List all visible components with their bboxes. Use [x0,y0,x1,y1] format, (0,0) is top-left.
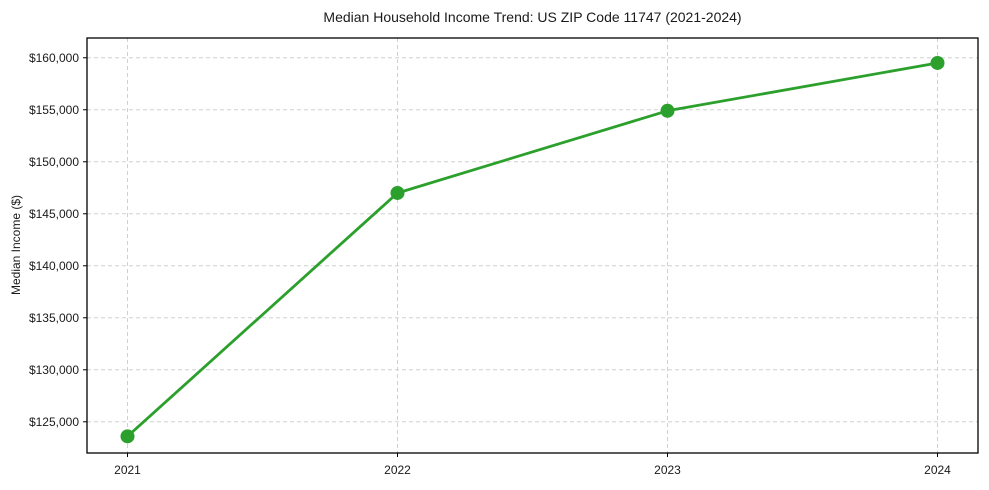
x-tick-label: 2021 [114,463,141,477]
y-tick-label: $125,000 [29,415,79,429]
x-tick-label: 2023 [654,463,681,477]
income-trend-line [126,61,939,438]
plot-border [86,37,979,454]
y-tick-label: $155,000 [29,103,79,117]
y-tick-label: $135,000 [29,311,79,325]
y-tick-label: $130,000 [29,363,79,377]
data-point-2023 [660,103,675,118]
data-point-2021 [120,429,135,444]
y-tick-label: $160,000 [29,51,79,65]
y-tick-label: $145,000 [29,207,79,221]
chart-title: Median Household Income Trend: US ZIP Co… [323,9,742,25]
x-tick-label: 2024 [924,463,951,477]
x-tick-label: 2022 [384,463,411,477]
data-point-2022 [390,185,405,200]
data-point-2024 [930,55,945,70]
y-tick-label: $140,000 [29,259,79,273]
y-tick-label: $150,000 [29,155,79,169]
